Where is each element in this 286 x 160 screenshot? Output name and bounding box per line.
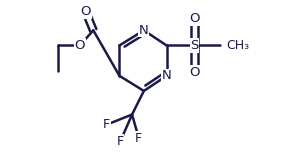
Text: N: N bbox=[139, 24, 149, 37]
Text: O: O bbox=[80, 5, 91, 18]
Text: F: F bbox=[135, 132, 142, 145]
Text: N: N bbox=[162, 69, 171, 82]
Text: O: O bbox=[75, 39, 85, 52]
Text: S: S bbox=[190, 39, 198, 52]
Text: F: F bbox=[117, 135, 124, 148]
Text: O: O bbox=[189, 12, 200, 25]
Text: CH₃: CH₃ bbox=[226, 39, 249, 52]
Text: F: F bbox=[103, 118, 110, 131]
Text: O: O bbox=[189, 66, 200, 79]
